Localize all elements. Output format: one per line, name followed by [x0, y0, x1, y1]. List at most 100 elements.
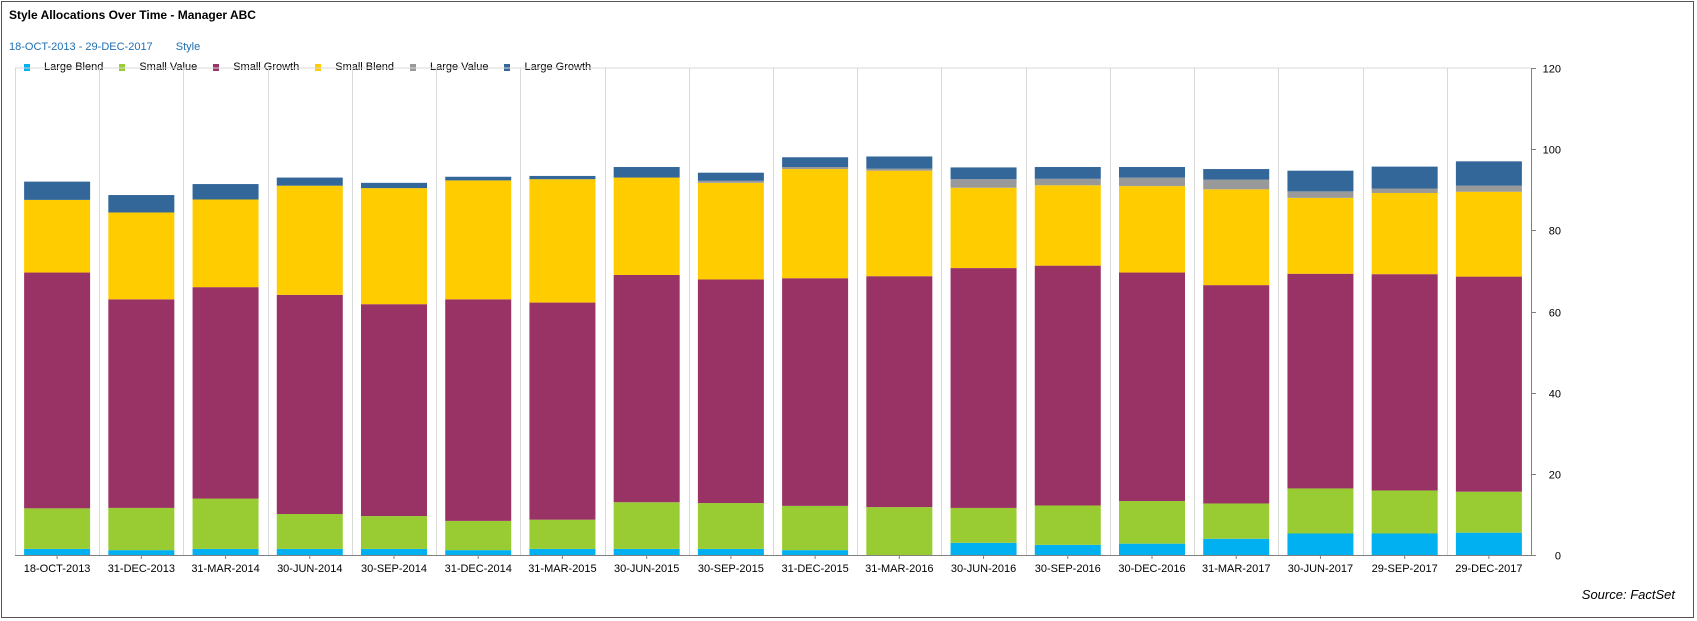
x-tick-label: 30-JUN-2016 [951, 563, 1016, 575]
legend-item: Large Growth [504, 61, 607, 73]
bar-segment [529, 302, 596, 520]
bar-segment [108, 299, 175, 508]
bar-segment [1119, 186, 1185, 273]
legend-swatch [213, 63, 220, 71]
bar-segment [697, 279, 764, 504]
bar-segment [1034, 505, 1101, 545]
bar-segment [866, 170, 933, 277]
bar-segment [613, 167, 680, 178]
bar-segment [950, 187, 1017, 269]
bar-segment [950, 268, 1017, 508]
bar-segment [445, 299, 512, 521]
bar-segment [1119, 543, 1185, 555]
bar-segment [782, 169, 849, 279]
bar-segment [192, 498, 259, 549]
bar-segment [1203, 538, 1270, 555]
bar-segment [1203, 169, 1270, 180]
bar-segment [24, 272, 91, 509]
x-tick-label: 18-OCT-2013 [24, 563, 91, 575]
bar-segment [1455, 185, 1522, 192]
legend-item: Large Value [409, 61, 505, 73]
bar-segment [529, 175, 596, 180]
legend-swatch [315, 63, 322, 71]
x-tick-label: 31-MAR-2017 [1202, 563, 1270, 575]
bar-segment [1455, 276, 1522, 492]
bar-segment [108, 212, 175, 300]
legend-swatch [24, 63, 30, 71]
bar-segment [613, 502, 680, 549]
bar-segment [1034, 265, 1101, 506]
bar-segment [782, 278, 849, 506]
bar-segment [613, 177, 680, 275]
bar-segment [108, 507, 175, 551]
bar-segment [1203, 189, 1270, 286]
bar-segment [950, 179, 1017, 188]
bar-segment [1455, 491, 1522, 533]
legend-item: Small Value [119, 61, 213, 73]
bar-segment [24, 199, 91, 273]
x-tick-label: 31-MAR-2014 [191, 563, 259, 575]
y-tick-label: 40 [1549, 389, 1561, 401]
bar-segment [866, 156, 933, 169]
bar-segment [445, 176, 512, 181]
legend-label: Large Growth [524, 61, 592, 73]
bar-segment [529, 519, 596, 549]
bar-segment [613, 548, 680, 555]
bar-segment [1455, 532, 1522, 555]
bar-segment [276, 548, 343, 555]
bar-segment [445, 550, 512, 555]
bar-segment [950, 507, 1017, 543]
legend-label: Small Blend [335, 61, 394, 73]
bar-segment [1371, 533, 1438, 555]
bar-segment [1119, 167, 1185, 178]
legend: Large Blend Small Value Small Growth Small … [24, 61, 607, 73]
bar-segment [1203, 503, 1270, 539]
bar-segment [1119, 272, 1185, 502]
bar-segment [192, 184, 259, 200]
chart-subtitle: 18-OCT-2013 - 29-DEC-2017 Style [9, 41, 200, 53]
bar-segment [1287, 488, 1354, 534]
bar-segment [529, 179, 596, 303]
bar-segment [1203, 285, 1270, 504]
x-tick-label: 30-SEP-2015 [698, 563, 764, 575]
bar-segment [1034, 178, 1101, 186]
y-tick-label: 100 [1543, 145, 1561, 157]
bar-segment [445, 520, 512, 551]
bar-segment [24, 508, 91, 549]
bar-segment [1034, 185, 1101, 266]
bar-segment [529, 548, 596, 555]
bar-segment [361, 304, 427, 517]
y-tick-label: 0 [1555, 551, 1561, 563]
bar-segment [276, 185, 343, 295]
bar-segment [697, 503, 764, 549]
bar-segment [1287, 273, 1354, 489]
y-tick-label: 120 [1543, 64, 1561, 76]
legend-swatch [504, 63, 511, 71]
bar-segment [1455, 161, 1522, 186]
bar-segment [192, 199, 259, 288]
y-tick-label: 80 [1549, 226, 1561, 238]
bar-segment [1455, 191, 1522, 277]
bar-segment [782, 505, 849, 551]
bar-segment [697, 172, 764, 181]
bar-segment [192, 548, 259, 555]
legend-item: Small Growth [213, 61, 315, 73]
bar-segment [1371, 490, 1438, 534]
bar-segment [1371, 274, 1438, 491]
bar-segment [782, 550, 849, 555]
bar-segment [613, 274, 680, 503]
legend-item: Large Blend [24, 61, 119, 73]
bar-segment [108, 550, 175, 555]
x-tick-label: 31-DEC-2014 [445, 563, 512, 575]
x-tick-label: 31-MAR-2016 [865, 563, 933, 575]
bar-segment [24, 548, 91, 555]
bar-segment [950, 542, 1017, 555]
legend-label: Large Value [429, 61, 489, 73]
x-tick-label: 31-MAR-2015 [528, 563, 596, 575]
bar-segment [866, 507, 933, 555]
bar-segment [361, 516, 427, 549]
legend-swatch [119, 63, 126, 71]
legend-label: Small Value [139, 61, 198, 73]
bar-segment [276, 294, 343, 515]
